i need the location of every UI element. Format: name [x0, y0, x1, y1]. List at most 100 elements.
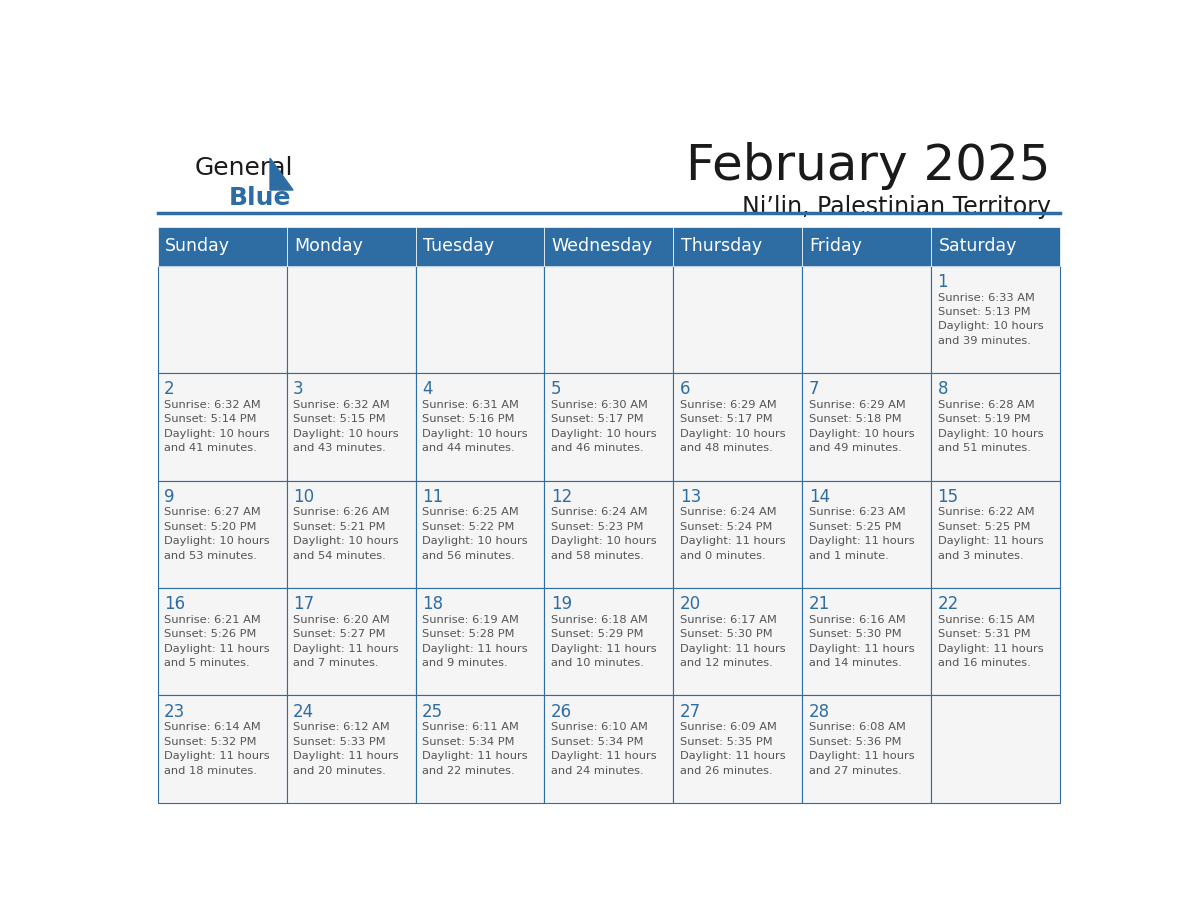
Text: Wednesday: Wednesday — [551, 237, 653, 255]
Bar — [544, 373, 674, 480]
Text: 14: 14 — [809, 487, 829, 506]
Text: Sunrise: 6:11 AM
Sunset: 5:34 PM
Daylight: 11 hours
and 22 minutes.: Sunrise: 6:11 AM Sunset: 5:34 PM Dayligh… — [422, 722, 527, 776]
Text: Sunrise: 6:29 AM
Sunset: 5:18 PM
Daylight: 10 hours
and 49 minutes.: Sunrise: 6:29 AM Sunset: 5:18 PM Dayligh… — [809, 400, 915, 453]
Text: Sunrise: 6:24 AM
Sunset: 5:24 PM
Daylight: 11 hours
and 0 minutes.: Sunrise: 6:24 AM Sunset: 5:24 PM Dayligh… — [680, 508, 785, 561]
Text: 22: 22 — [937, 595, 959, 613]
Text: General: General — [195, 156, 293, 180]
Text: 18: 18 — [422, 595, 443, 613]
Text: Blue: Blue — [228, 185, 291, 210]
Bar — [802, 696, 931, 803]
Text: Sunrise: 6:24 AM
Sunset: 5:23 PM
Daylight: 10 hours
and 58 minutes.: Sunrise: 6:24 AM Sunset: 5:23 PM Dayligh… — [551, 508, 657, 561]
Bar — [286, 588, 416, 696]
Polygon shape — [270, 158, 293, 190]
Text: 15: 15 — [937, 487, 959, 506]
Bar — [286, 696, 416, 803]
Bar — [802, 227, 931, 265]
Text: Sunrise: 6:32 AM
Sunset: 5:15 PM
Daylight: 10 hours
and 43 minutes.: Sunrise: 6:32 AM Sunset: 5:15 PM Dayligh… — [293, 400, 399, 453]
Text: 7: 7 — [809, 380, 820, 398]
Text: Sunrise: 6:33 AM
Sunset: 5:13 PM
Daylight: 10 hours
and 39 minutes.: Sunrise: 6:33 AM Sunset: 5:13 PM Dayligh… — [937, 293, 1043, 346]
Bar — [416, 227, 544, 265]
Text: Sunrise: 6:28 AM
Sunset: 5:19 PM
Daylight: 10 hours
and 51 minutes.: Sunrise: 6:28 AM Sunset: 5:19 PM Dayligh… — [937, 400, 1043, 453]
Bar — [674, 480, 802, 588]
Bar — [802, 480, 931, 588]
Text: February 2025: February 2025 — [687, 142, 1051, 190]
Bar — [158, 373, 286, 480]
Bar — [674, 588, 802, 696]
Text: Saturday: Saturday — [939, 237, 1017, 255]
Bar — [802, 588, 931, 696]
Text: 28: 28 — [809, 702, 829, 721]
Bar — [674, 696, 802, 803]
Bar — [286, 265, 416, 373]
Bar — [544, 588, 674, 696]
Bar — [286, 373, 416, 480]
Text: Sunrise: 6:26 AM
Sunset: 5:21 PM
Daylight: 10 hours
and 54 minutes.: Sunrise: 6:26 AM Sunset: 5:21 PM Dayligh… — [293, 508, 399, 561]
Text: Friday: Friday — [809, 237, 862, 255]
Text: 4: 4 — [422, 380, 432, 398]
Text: 17: 17 — [293, 595, 314, 613]
Text: 21: 21 — [809, 595, 830, 613]
Text: 6: 6 — [680, 380, 690, 398]
Bar — [931, 265, 1060, 373]
Text: Sunrise: 6:23 AM
Sunset: 5:25 PM
Daylight: 11 hours
and 1 minute.: Sunrise: 6:23 AM Sunset: 5:25 PM Dayligh… — [809, 508, 915, 561]
Bar — [416, 373, 544, 480]
Text: Sunrise: 6:15 AM
Sunset: 5:31 PM
Daylight: 11 hours
and 16 minutes.: Sunrise: 6:15 AM Sunset: 5:31 PM Dayligh… — [937, 615, 1043, 668]
Text: 16: 16 — [164, 595, 185, 613]
Text: 10: 10 — [293, 487, 314, 506]
Bar — [674, 265, 802, 373]
Bar — [416, 696, 544, 803]
Bar — [544, 480, 674, 588]
Bar — [931, 227, 1060, 265]
Bar — [931, 696, 1060, 803]
Bar — [802, 373, 931, 480]
Bar — [544, 696, 674, 803]
Text: Sunrise: 6:32 AM
Sunset: 5:14 PM
Daylight: 10 hours
and 41 minutes.: Sunrise: 6:32 AM Sunset: 5:14 PM Dayligh… — [164, 400, 270, 453]
Text: Sunrise: 6:10 AM
Sunset: 5:34 PM
Daylight: 11 hours
and 24 minutes.: Sunrise: 6:10 AM Sunset: 5:34 PM Dayligh… — [551, 722, 657, 776]
Text: Sunrise: 6:20 AM
Sunset: 5:27 PM
Daylight: 11 hours
and 7 minutes.: Sunrise: 6:20 AM Sunset: 5:27 PM Dayligh… — [293, 615, 399, 668]
Text: Sunrise: 6:27 AM
Sunset: 5:20 PM
Daylight: 10 hours
and 53 minutes.: Sunrise: 6:27 AM Sunset: 5:20 PM Dayligh… — [164, 508, 270, 561]
Text: Sunrise: 6:25 AM
Sunset: 5:22 PM
Daylight: 10 hours
and 56 minutes.: Sunrise: 6:25 AM Sunset: 5:22 PM Dayligh… — [422, 508, 527, 561]
Text: Sunrise: 6:09 AM
Sunset: 5:35 PM
Daylight: 11 hours
and 26 minutes.: Sunrise: 6:09 AM Sunset: 5:35 PM Dayligh… — [680, 722, 785, 776]
Text: 1: 1 — [937, 273, 948, 291]
Text: Monday: Monday — [293, 237, 362, 255]
Bar — [158, 265, 286, 373]
Bar — [416, 588, 544, 696]
Text: Sunday: Sunday — [165, 237, 230, 255]
Bar — [802, 265, 931, 373]
Bar — [674, 227, 802, 265]
Text: Sunrise: 6:08 AM
Sunset: 5:36 PM
Daylight: 11 hours
and 27 minutes.: Sunrise: 6:08 AM Sunset: 5:36 PM Dayligh… — [809, 722, 915, 776]
Bar — [158, 480, 286, 588]
Bar — [286, 227, 416, 265]
Text: 13: 13 — [680, 487, 701, 506]
Text: 12: 12 — [551, 487, 573, 506]
Text: 8: 8 — [937, 380, 948, 398]
Bar — [158, 227, 286, 265]
Text: Sunrise: 6:19 AM
Sunset: 5:28 PM
Daylight: 11 hours
and 9 minutes.: Sunrise: 6:19 AM Sunset: 5:28 PM Dayligh… — [422, 615, 527, 668]
Bar — [931, 480, 1060, 588]
Bar — [544, 265, 674, 373]
Text: Ni’lin, Palestinian Territory: Ni’lin, Palestinian Territory — [741, 195, 1051, 219]
Text: 3: 3 — [293, 380, 304, 398]
Bar — [544, 227, 674, 265]
Text: Sunrise: 6:14 AM
Sunset: 5:32 PM
Daylight: 11 hours
and 18 minutes.: Sunrise: 6:14 AM Sunset: 5:32 PM Dayligh… — [164, 722, 270, 776]
Bar — [931, 588, 1060, 696]
Text: 5: 5 — [551, 380, 562, 398]
Text: Sunrise: 6:17 AM
Sunset: 5:30 PM
Daylight: 11 hours
and 12 minutes.: Sunrise: 6:17 AM Sunset: 5:30 PM Dayligh… — [680, 615, 785, 668]
Text: 20: 20 — [680, 595, 701, 613]
Text: Tuesday: Tuesday — [423, 237, 494, 255]
Bar — [931, 373, 1060, 480]
Text: 27: 27 — [680, 702, 701, 721]
Text: 11: 11 — [422, 487, 443, 506]
Text: Thursday: Thursday — [681, 237, 762, 255]
Bar — [286, 480, 416, 588]
Text: 9: 9 — [164, 487, 175, 506]
Text: 25: 25 — [422, 702, 443, 721]
Text: Sunrise: 6:12 AM
Sunset: 5:33 PM
Daylight: 11 hours
and 20 minutes.: Sunrise: 6:12 AM Sunset: 5:33 PM Dayligh… — [293, 722, 399, 776]
Text: 23: 23 — [164, 702, 185, 721]
Bar — [416, 480, 544, 588]
Bar — [674, 373, 802, 480]
Text: Sunrise: 6:30 AM
Sunset: 5:17 PM
Daylight: 10 hours
and 46 minutes.: Sunrise: 6:30 AM Sunset: 5:17 PM Dayligh… — [551, 400, 657, 453]
Text: Sunrise: 6:16 AM
Sunset: 5:30 PM
Daylight: 11 hours
and 14 minutes.: Sunrise: 6:16 AM Sunset: 5:30 PM Dayligh… — [809, 615, 915, 668]
Text: Sunrise: 6:29 AM
Sunset: 5:17 PM
Daylight: 10 hours
and 48 minutes.: Sunrise: 6:29 AM Sunset: 5:17 PM Dayligh… — [680, 400, 785, 453]
Bar — [158, 588, 286, 696]
